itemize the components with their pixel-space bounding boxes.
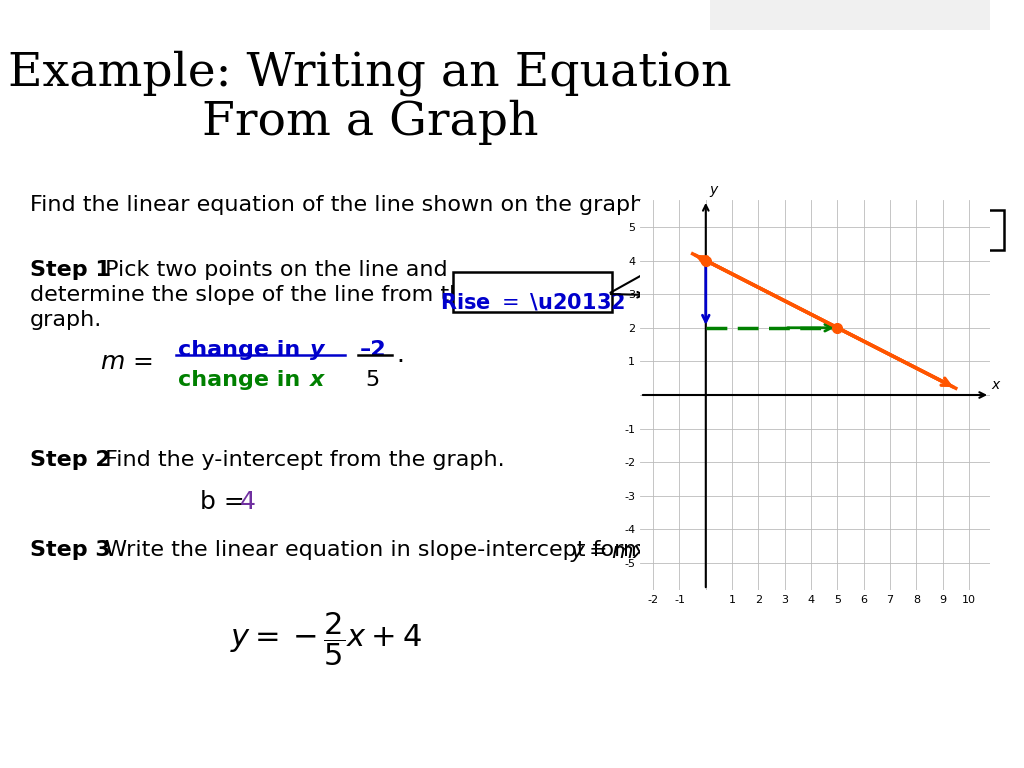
Text: determine the slope of the line from the: determine the slope of the line from the	[30, 285, 477, 305]
Text: graph.: graph.	[30, 310, 102, 330]
FancyBboxPatch shape	[453, 272, 612, 312]
Text: 4: 4	[240, 490, 256, 514]
Text: Step 2: Step 2	[30, 450, 111, 470]
FancyBboxPatch shape	[710, 0, 990, 30]
Text: Find the linear equation of the line shown on the graph.: Find the linear equation of the line sho…	[30, 195, 651, 215]
Text: y-intercept = 4: y-intercept = 4	[813, 230, 979, 249]
Text: change in: change in	[178, 370, 308, 390]
Text: $y = mx$+ $b$).: $y = mx$+ $b$).	[570, 540, 701, 564]
Text: –2: –2	[360, 340, 387, 360]
Text: y: y	[310, 340, 325, 360]
Text: x: x	[310, 370, 325, 390]
Text: Pick two points on the line and: Pick two points on the line and	[98, 260, 447, 280]
Text: $m$ =: $m$ =	[100, 350, 153, 374]
Text: Write the linear equation in slope-intercept form (: Write the linear equation in slope-inter…	[98, 540, 660, 560]
Text: change in: change in	[178, 340, 308, 360]
Text: $y = -\dfrac{2}{5}x + 4$: $y = -\dfrac{2}{5}x + 4$	[230, 610, 422, 667]
Text: 5: 5	[365, 370, 379, 390]
Text: Step 3: Step 3	[30, 540, 111, 560]
Text: Run = 5: Run = 5	[734, 422, 826, 442]
Text: b =: b =	[200, 490, 253, 514]
Text: Rise $=$ \u20132: Rise $=$ \u20132	[440, 292, 626, 313]
FancyBboxPatch shape	[708, 402, 852, 442]
Text: x: x	[991, 378, 999, 392]
Text: Example: Writing an Equation: Example: Writing an Equation	[8, 50, 732, 96]
Text: Find the y-intercept from the graph.: Find the y-intercept from the graph.	[98, 450, 505, 470]
FancyBboxPatch shape	[788, 210, 1004, 250]
Text: From a Graph: From a Graph	[202, 100, 539, 145]
Text: y: y	[709, 183, 717, 197]
Text: .: .	[396, 343, 404, 367]
Text: Step 1: Step 1	[30, 260, 111, 280]
